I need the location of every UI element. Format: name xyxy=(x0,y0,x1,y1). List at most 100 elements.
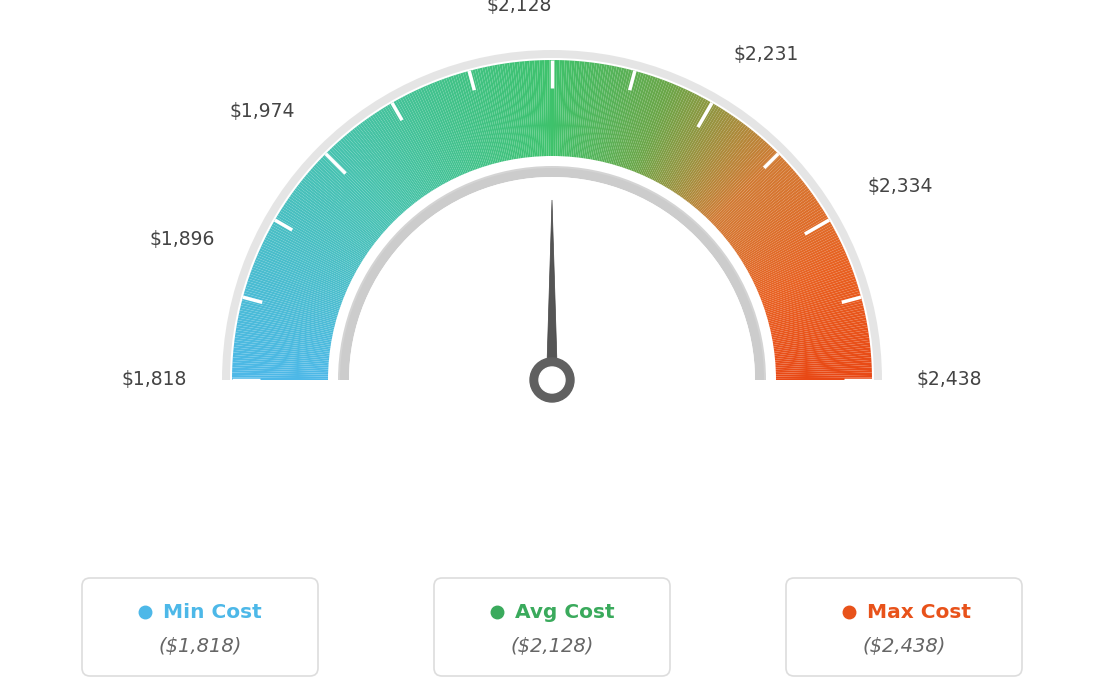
Wedge shape xyxy=(690,140,765,225)
Wedge shape xyxy=(747,269,853,310)
Wedge shape xyxy=(237,320,348,343)
Wedge shape xyxy=(316,163,400,240)
Wedge shape xyxy=(573,61,587,173)
Wedge shape xyxy=(753,295,861,326)
Wedge shape xyxy=(572,61,585,173)
Wedge shape xyxy=(628,83,672,187)
Wedge shape xyxy=(552,60,554,172)
Wedge shape xyxy=(616,76,654,183)
Wedge shape xyxy=(542,60,548,172)
Wedge shape xyxy=(266,235,367,287)
Wedge shape xyxy=(460,72,493,181)
Wedge shape xyxy=(733,221,831,278)
Wedge shape xyxy=(728,208,824,270)
Wedge shape xyxy=(265,237,365,288)
Wedge shape xyxy=(582,63,599,175)
Wedge shape xyxy=(253,264,358,306)
Wedge shape xyxy=(233,360,344,368)
Wedge shape xyxy=(241,303,350,331)
Wedge shape xyxy=(256,255,361,300)
Wedge shape xyxy=(760,355,871,365)
Wedge shape xyxy=(726,206,822,268)
Wedge shape xyxy=(657,104,715,201)
Polygon shape xyxy=(546,200,558,380)
Wedge shape xyxy=(740,244,842,293)
Wedge shape xyxy=(338,166,766,380)
Wedge shape xyxy=(262,244,364,293)
Wedge shape xyxy=(731,217,829,275)
Wedge shape xyxy=(364,119,431,212)
Wedge shape xyxy=(576,62,592,174)
Wedge shape xyxy=(587,65,609,175)
Wedge shape xyxy=(591,66,615,176)
Wedge shape xyxy=(386,105,446,201)
Wedge shape xyxy=(232,365,344,372)
Wedge shape xyxy=(691,141,767,226)
Wedge shape xyxy=(615,75,651,182)
Wedge shape xyxy=(655,102,713,200)
Wedge shape xyxy=(692,144,769,227)
Wedge shape xyxy=(565,61,574,172)
Wedge shape xyxy=(720,190,810,258)
Wedge shape xyxy=(299,182,389,253)
Wedge shape xyxy=(389,104,447,201)
Wedge shape xyxy=(261,246,363,295)
Text: $2,231: $2,231 xyxy=(734,45,799,63)
Wedge shape xyxy=(586,64,607,175)
Wedge shape xyxy=(278,213,374,273)
Wedge shape xyxy=(322,155,404,235)
Wedge shape xyxy=(760,375,872,378)
Wedge shape xyxy=(309,170,395,245)
Wedge shape xyxy=(556,60,562,172)
Wedge shape xyxy=(756,317,867,341)
Wedge shape xyxy=(654,101,711,199)
Wedge shape xyxy=(575,62,590,173)
Wedge shape xyxy=(559,60,564,172)
Text: $2,334: $2,334 xyxy=(868,177,933,197)
Wedge shape xyxy=(439,80,480,186)
Wedge shape xyxy=(328,150,407,232)
Wedge shape xyxy=(677,124,746,215)
Wedge shape xyxy=(749,274,854,313)
Wedge shape xyxy=(721,194,814,260)
Wedge shape xyxy=(578,63,595,174)
Text: $1,818: $1,818 xyxy=(121,371,187,389)
Wedge shape xyxy=(612,73,646,181)
Wedge shape xyxy=(744,257,849,302)
Wedge shape xyxy=(250,274,355,313)
Wedge shape xyxy=(540,60,545,172)
Wedge shape xyxy=(323,154,405,234)
Wedge shape xyxy=(597,68,624,177)
Wedge shape xyxy=(659,106,719,203)
FancyBboxPatch shape xyxy=(786,578,1022,676)
Wedge shape xyxy=(746,267,852,308)
Wedge shape xyxy=(370,115,435,209)
Wedge shape xyxy=(619,77,658,184)
Wedge shape xyxy=(527,61,538,172)
Wedge shape xyxy=(358,124,427,215)
Wedge shape xyxy=(743,253,847,299)
Wedge shape xyxy=(245,288,352,322)
Wedge shape xyxy=(755,308,864,335)
Wedge shape xyxy=(760,357,871,367)
Wedge shape xyxy=(456,74,491,181)
Wedge shape xyxy=(711,174,798,248)
Wedge shape xyxy=(626,81,668,186)
Wedge shape xyxy=(238,315,349,339)
Wedge shape xyxy=(519,61,532,173)
Wedge shape xyxy=(708,168,794,244)
Wedge shape xyxy=(340,168,764,380)
Wedge shape xyxy=(446,77,485,184)
Wedge shape xyxy=(242,300,351,330)
Wedge shape xyxy=(757,330,869,349)
Wedge shape xyxy=(232,362,344,371)
Wedge shape xyxy=(245,286,353,320)
Wedge shape xyxy=(512,62,528,174)
Wedge shape xyxy=(750,279,857,316)
Wedge shape xyxy=(686,135,760,222)
Wedge shape xyxy=(524,61,535,172)
Text: Max Cost: Max Cost xyxy=(867,603,972,622)
Wedge shape xyxy=(331,147,410,230)
Wedge shape xyxy=(482,67,508,177)
Wedge shape xyxy=(593,66,617,177)
